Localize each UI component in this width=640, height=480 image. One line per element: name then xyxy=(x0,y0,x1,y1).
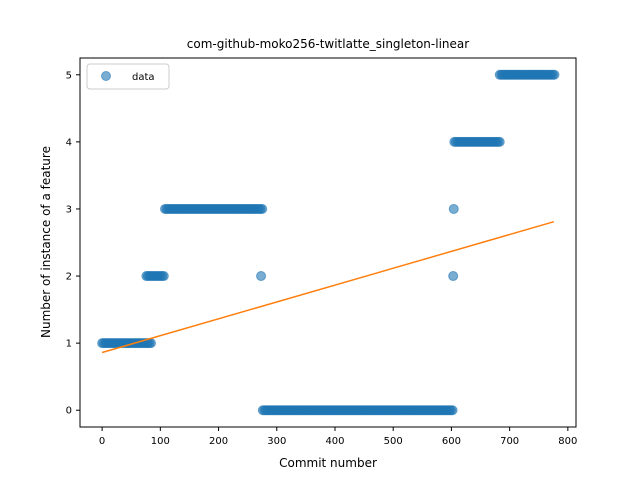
y-tick-label: 4 xyxy=(66,137,72,148)
plot-area xyxy=(98,70,559,414)
x-axis-title: Commit number xyxy=(279,456,377,470)
plot-frame xyxy=(80,58,576,427)
x-tick-label: 700 xyxy=(500,436,519,447)
y-tick-label: 3 xyxy=(66,204,72,215)
y-tick-label: 5 xyxy=(66,70,72,81)
x-tick-label: 0 xyxy=(99,436,105,447)
data-point xyxy=(159,272,168,281)
x-tick-label: 800 xyxy=(558,436,577,447)
data-point xyxy=(258,204,267,213)
y-tick-label: 0 xyxy=(66,406,72,417)
y-axis: 0 1 2 3 4 5 xyxy=(66,70,80,416)
fit-line xyxy=(102,222,554,353)
legend: data xyxy=(87,64,169,89)
x-tick-label: 300 xyxy=(267,436,286,447)
data-point xyxy=(448,406,457,415)
data-point xyxy=(495,137,504,146)
legend-box xyxy=(87,64,169,89)
legend-marker-data xyxy=(102,72,111,81)
x-tick-label: 100 xyxy=(151,436,170,447)
x-tick-label: 200 xyxy=(209,436,228,447)
y-tick-label: 1 xyxy=(66,339,72,350)
x-axis: 0 100 200 300 400 500 600 700 800 xyxy=(99,427,577,447)
x-tick-label: 600 xyxy=(442,436,461,447)
x-tick-label: 500 xyxy=(384,436,403,447)
data-point xyxy=(550,70,559,79)
data-point xyxy=(449,204,458,213)
x-tick-label: 400 xyxy=(325,436,344,447)
y-axis-title: Number of instance of a feature xyxy=(39,146,53,338)
y-tick-label: 2 xyxy=(66,272,72,283)
data-point xyxy=(257,272,266,281)
legend-label-data: data xyxy=(132,72,155,83)
chart-title: com-github-moko256-twitlatte_singleton-l… xyxy=(187,37,469,51)
data-point xyxy=(449,272,458,281)
